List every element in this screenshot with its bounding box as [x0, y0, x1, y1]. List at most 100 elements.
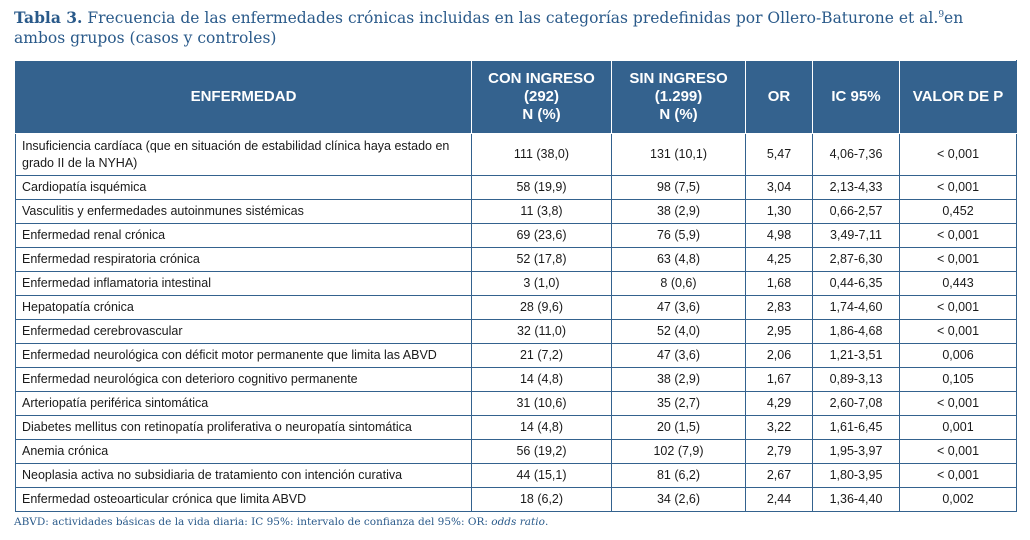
cell-valor-p: 0,006: [899, 343, 1017, 368]
cell-valor-p: < 0,001: [899, 133, 1017, 176]
cell-or: 2,06: [745, 343, 813, 368]
cell-con-ingreso: 31 (10,6): [471, 391, 612, 416]
cell-sin-ingreso: 47 (3,6): [611, 295, 746, 320]
cell-disease: Enfermedad inflamatoria intestinal: [15, 271, 472, 296]
cell-ic95: 0,89-3,13: [812, 367, 900, 392]
table-row: Anemia crónica 56 (19,2) 102 (7,9) 2,79 1,95…: [15, 439, 1017, 464]
cell-sin-ingreso: 20 (1,5): [611, 415, 746, 440]
cell-con-ingreso: 32 (11,0): [471, 319, 612, 344]
cell-valor-p: < 0,001: [899, 247, 1017, 272]
cell-ic95: 1,86-4,68: [812, 319, 900, 344]
table-row: Hepatopatía crónica 28 (9,6) 47 (3,6) 2,83 1…: [15, 295, 1017, 320]
caption-ref: 9: [938, 10, 945, 20]
header-con-line1: CON INGRESO: [488, 70, 595, 87]
table-row: Enfermedad neurológica con déficit motor…: [15, 343, 1017, 368]
cell-or: 3,22: [745, 415, 813, 440]
cell-sin-ingreso: 38 (2,9): [611, 367, 746, 392]
cell-valor-p: < 0,001: [899, 223, 1017, 248]
table-row: Diabetes mellitus con retinopatía prolif…: [15, 415, 1017, 440]
cell-or: 4,29: [745, 391, 813, 416]
cell-valor-p: < 0,001: [899, 295, 1017, 320]
cell-ic95: 1,21-3,51: [812, 343, 900, 368]
cell-disease: Cardiopatía isquémica: [15, 175, 472, 200]
cell-disease: Anemia crónica: [15, 439, 472, 464]
cell-ic95: 0,44-6,35: [812, 271, 900, 296]
cell-or: 1,67: [745, 367, 813, 392]
header-sin-line3: N (%): [659, 106, 698, 123]
table-row: Enfermedad neurológica con deterioro cog…: [15, 367, 1017, 392]
cell-con-ingreso: 52 (17,8): [471, 247, 612, 272]
cell-ic95: 0,66-2,57: [812, 199, 900, 224]
table-row: Enfermedad renal crónica 69 (23,6) 76 (5,9…: [15, 223, 1017, 248]
cell-or: 2,95: [745, 319, 813, 344]
cell-disease: Enfermedad renal crónica: [15, 223, 472, 248]
cell-or: 2,83: [745, 295, 813, 320]
table-row: Enfermedad respiratoria crónica 52 (17,8)…: [15, 247, 1017, 272]
cell-con-ingreso: 56 (19,2): [471, 439, 612, 464]
cell-valor-p: 0,105: [899, 367, 1017, 392]
cell-ic95: 1,95-3,97: [812, 439, 900, 464]
cell-con-ingreso: 69 (23,6): [471, 223, 612, 248]
cell-valor-p: 0,002: [899, 487, 1017, 512]
cell-or: 1,30: [745, 199, 813, 224]
cell-con-ingreso: 111 (38,0): [471, 133, 612, 176]
table-row: Arteriopatía periférica sintomática 31 (1…: [15, 391, 1017, 416]
cell-or: 3,04: [745, 175, 813, 200]
cell-con-ingreso: 14 (4,8): [471, 367, 612, 392]
cell-sin-ingreso: 81 (6,2): [611, 463, 746, 488]
cell-sin-ingreso: 102 (7,9): [611, 439, 746, 464]
cell-con-ingreso: 14 (4,8): [471, 415, 612, 440]
cell-sin-ingreso: 76 (5,9): [611, 223, 746, 248]
cell-valor-p: 0,001: [899, 415, 1017, 440]
caption-label: Tabla 3.: [14, 8, 83, 27]
cell-valor-p: < 0,001: [899, 175, 1017, 200]
cell-sin-ingreso: 63 (4,8): [611, 247, 746, 272]
cell-disease: Vasculitis y enfermedades autoinmunes si…: [15, 199, 472, 224]
cell-disease: Insuficiencia cardíaca (que en situación…: [15, 133, 472, 176]
chronic-disease-table: ENFERMEDAD CON INGRESO (292) N (%) SIN I…: [15, 60, 1017, 512]
caption-text: Frecuencia de las enfermedades crónicas …: [87, 9, 939, 27]
table-row: Neoplasia activa no subsidiaria de trata…: [15, 463, 1017, 488]
cell-ic95: 4,06-7,36: [812, 133, 900, 176]
cell-or: 1,68: [745, 271, 813, 296]
footnote-end: .: [544, 516, 549, 528]
cell-disease: Diabetes mellitus con retinopatía prolif…: [15, 415, 472, 440]
cell-disease: Enfermedad neurológica con déficit motor…: [15, 343, 472, 368]
cell-sin-ingreso: 47 (3,6): [611, 343, 746, 368]
cell-ic95: 2,13-4,33: [812, 175, 900, 200]
cell-sin-ingreso: 52 (4,0): [611, 319, 746, 344]
header-con-ingreso: CON INGRESO (292) N (%): [471, 60, 612, 134]
cell-ic95: 1,61-6,45: [812, 415, 900, 440]
table-row: Enfermedad inflamatoria intestinal 3 (1,0…: [15, 271, 1017, 296]
cell-disease: Neoplasia activa no subsidiaria de trata…: [15, 463, 472, 488]
cell-valor-p: 0,452: [899, 199, 1017, 224]
cell-ic95: 1,36-4,40: [812, 487, 900, 512]
table-row: Insuficiencia cardíaca (que en situación…: [15, 133, 1017, 176]
cell-con-ingreso: 18 (6,2): [471, 487, 612, 512]
header-row: ENFERMEDAD CON INGRESO (292) N (%) SIN I…: [15, 60, 1017, 134]
header-or: OR: [745, 60, 813, 134]
cell-ic95: 2,87-6,30: [812, 247, 900, 272]
header-sin-line2: (1.299): [654, 88, 703, 105]
cell-con-ingreso: 3 (1,0): [471, 271, 612, 296]
header-con-line2: (292): [523, 88, 560, 105]
cell-disease: Enfermedad osteoarticular crónica que li…: [15, 487, 472, 512]
header-enfermedad: ENFERMEDAD: [15, 60, 472, 134]
cell-or: 5,47: [745, 133, 813, 176]
header-ic95: IC 95%: [812, 60, 900, 134]
cell-valor-p: < 0,001: [899, 391, 1017, 416]
cell-sin-ingreso: 38 (2,9): [611, 199, 746, 224]
cell-con-ingreso: 58 (19,9): [471, 175, 612, 200]
cell-sin-ingreso: 8 (0,6): [611, 271, 746, 296]
cell-valor-p: 0,443: [899, 271, 1017, 296]
table-row: Cardiopatía isquémica 58 (19,9) 98 (7,5) 3,…: [15, 175, 1017, 200]
cell-disease: Enfermedad respiratoria crónica: [15, 247, 472, 272]
header-sin-ingreso: SIN INGRESO (1.299) N (%): [611, 60, 746, 134]
cell-ic95: 2,60-7,08: [812, 391, 900, 416]
caption-text-end: en ambos grupos (casos y controles): [14, 9, 964, 47]
cell-sin-ingreso: 98 (7,5): [611, 175, 746, 200]
table-row: Enfermedad cerebrovascular 32 (11,0) 52 (4…: [15, 319, 1017, 344]
table-footnote: ABVD: actividades básicas de la vida dia…: [14, 516, 548, 528]
cell-sin-ingreso: 34 (2,6): [611, 487, 746, 512]
cell-valor-p: < 0,001: [899, 319, 1017, 344]
